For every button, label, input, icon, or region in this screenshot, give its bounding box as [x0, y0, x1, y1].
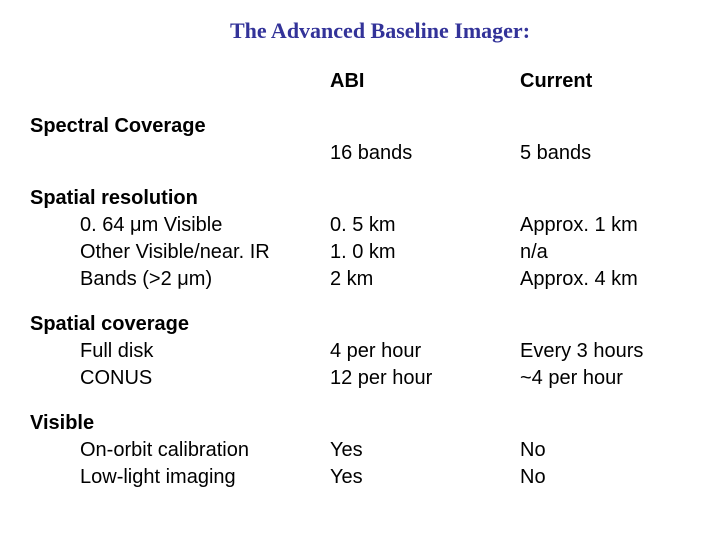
res-row-abi: 0. 5 km — [330, 212, 520, 239]
section-spectral-coverage: Spectral Coverage — [30, 113, 330, 140]
row-gap — [30, 167, 710, 185]
res-row-label: Bands (>2 μm) — [30, 266, 330, 293]
blank-cell — [330, 113, 520, 140]
section-spatial-resolution: Spatial resolution — [30, 185, 330, 212]
row-gap — [30, 293, 710, 311]
blank-cell — [520, 311, 710, 338]
res-row-abi: 1. 0 km — [330, 239, 520, 266]
res-row-label: Other Visible/near. IR — [30, 239, 330, 266]
blank-cell — [330, 410, 520, 437]
blank-cell — [30, 68, 330, 95]
blank-cell — [520, 113, 710, 140]
col-header-abi: ABI — [330, 68, 520, 95]
section-visible: Visible — [30, 410, 330, 437]
vis-row-abi: Yes — [330, 437, 520, 464]
vis-row-abi: Yes — [330, 464, 520, 491]
cov-row-current: ~4 per hour — [520, 365, 710, 392]
vis-row-label: On-orbit calibration — [30, 437, 330, 464]
blank-cell — [330, 311, 520, 338]
res-row-current: n/a — [520, 239, 710, 266]
cov-row-label: Full disk — [30, 338, 330, 365]
slide-title: The Advanced Baseline Imager: — [70, 18, 690, 44]
vis-row-label: Low-light imaging — [30, 464, 330, 491]
blank-cell — [520, 185, 710, 212]
blank-cell — [520, 410, 710, 437]
vis-row-current: No — [520, 437, 710, 464]
cov-row-abi: 12 per hour — [330, 365, 520, 392]
vis-row-current: No — [520, 464, 710, 491]
res-row-label: 0. 64 μm Visible — [30, 212, 330, 239]
res-row-abi: 2 km — [330, 266, 520, 293]
spectral-current: 5 bands — [520, 140, 710, 167]
comparison-table: ABI Current Spectral Coverage 16 bands 5… — [30, 68, 690, 491]
cov-row-current: Every 3 hours — [520, 338, 710, 365]
section-spatial-coverage: Spatial coverage — [30, 311, 330, 338]
cov-row-abi: 4 per hour — [330, 338, 520, 365]
spectral-abi: 16 bands — [330, 140, 520, 167]
res-row-current: Approx. 4 km — [520, 266, 710, 293]
row-gap — [30, 392, 710, 410]
row-gap — [30, 95, 710, 113]
res-row-current: Approx. 1 km — [520, 212, 710, 239]
col-header-current: Current — [520, 68, 710, 95]
slide-container: The Advanced Baseline Imager: ABI Curren… — [0, 0, 720, 521]
cov-row-label: CONUS — [30, 365, 330, 392]
blank-cell — [30, 140, 330, 167]
blank-cell — [330, 185, 520, 212]
